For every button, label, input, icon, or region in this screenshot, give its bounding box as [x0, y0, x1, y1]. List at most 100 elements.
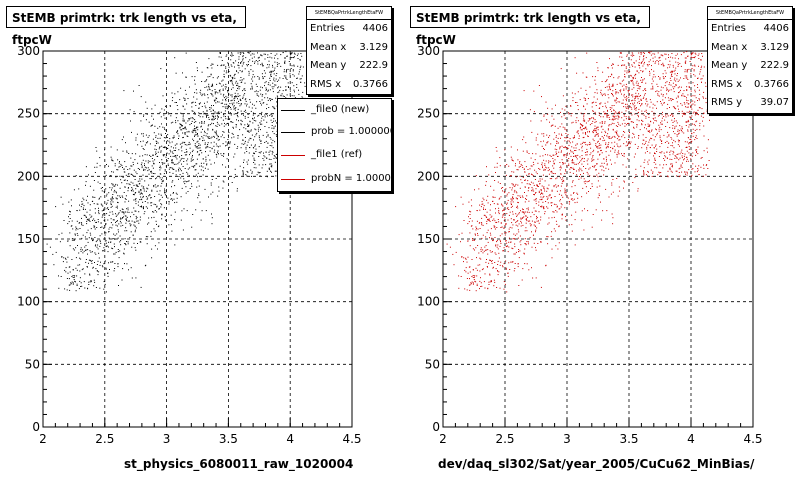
data-point — [707, 139, 709, 141]
data-point — [537, 144, 539, 146]
data-point — [207, 114, 209, 116]
data-point — [683, 95, 685, 97]
data-point — [591, 160, 593, 162]
data-point — [612, 63, 613, 65]
data-point — [173, 198, 175, 200]
data-point — [211, 223, 213, 225]
data-point — [96, 270, 98, 272]
data-point — [104, 149, 105, 151]
data-point — [543, 159, 545, 161]
data-point — [467, 240, 469, 242]
data-point — [559, 126, 561, 128]
data-point — [536, 184, 538, 186]
data-point — [601, 219, 603, 221]
data-point — [250, 69, 252, 71]
data-point — [470, 211, 472, 213]
data-point — [614, 162, 616, 164]
data-point — [239, 86, 241, 88]
data-point — [114, 165, 116, 167]
data-point — [532, 182, 534, 184]
data-point — [271, 150, 273, 152]
data-point — [605, 188, 607, 190]
data-point — [560, 203, 562, 205]
data-point — [184, 89, 186, 91]
data-point — [79, 277, 81, 279]
data-point — [449, 246, 451, 248]
data-point — [672, 150, 674, 152]
data-point — [675, 161, 677, 163]
data-point — [468, 266, 470, 268]
data-point — [278, 86, 280, 88]
data-point — [507, 219, 509, 221]
data-point — [627, 158, 629, 160]
data-point — [630, 121, 632, 123]
data-point — [600, 102, 602, 104]
data-point — [498, 198, 500, 200]
data-point — [222, 84, 224, 86]
data-point — [564, 154, 566, 156]
data-point — [180, 196, 182, 198]
data-point — [670, 75, 672, 77]
data-point — [227, 71, 229, 73]
data-point — [272, 106, 274, 108]
data-point — [545, 144, 547, 146]
data-point — [597, 133, 599, 135]
data-point — [548, 195, 550, 197]
data-point — [614, 99, 616, 101]
data-point — [186, 135, 188, 137]
data-point — [200, 149, 202, 151]
data-point — [180, 168, 181, 170]
data-point — [528, 269, 530, 271]
data-point — [663, 78, 665, 80]
data-point — [117, 249, 119, 250]
data-point — [630, 75, 632, 77]
data-point — [640, 105, 641, 107]
data-point — [688, 126, 690, 128]
data-point — [150, 235, 152, 237]
data-point — [264, 82, 266, 84]
data-point — [627, 144, 628, 146]
data-point — [107, 207, 109, 209]
data-point — [605, 167, 607, 169]
data-point — [581, 170, 583, 172]
data-point — [145, 101, 147, 103]
data-point — [612, 179, 614, 180]
data-point — [162, 180, 164, 182]
data-point — [225, 67, 227, 69]
data-point — [688, 152, 690, 154]
data-point — [132, 234, 134, 236]
data-point — [232, 104, 234, 106]
data-point — [515, 213, 517, 215]
data-point — [485, 249, 487, 251]
data-point — [479, 280, 481, 282]
data-point — [589, 119, 591, 121]
data-point — [538, 180, 540, 182]
data-point — [556, 223, 558, 225]
data-point — [624, 76, 626, 78]
data-point — [555, 186, 557, 188]
data-point — [200, 89, 202, 91]
data-point — [265, 164, 267, 166]
data-point — [196, 147, 198, 149]
data-point — [202, 158, 204, 160]
data-point — [463, 257, 465, 259]
data-point — [127, 190, 129, 192]
data-point — [242, 56, 244, 58]
data-point — [581, 129, 583, 131]
data-point — [554, 159, 556, 161]
data-point — [67, 223, 69, 225]
data-point — [685, 173, 686, 175]
data-point — [664, 53, 666, 55]
data-point — [91, 215, 93, 217]
data-point — [194, 134, 196, 136]
data-point — [540, 241, 542, 243]
data-point — [211, 93, 213, 95]
data-point — [132, 161, 134, 163]
data-point — [638, 72, 640, 74]
data-point — [565, 129, 567, 131]
data-point — [660, 101, 661, 102]
data-point — [252, 74, 254, 76]
data-point — [110, 241, 112, 243]
data-point — [208, 136, 210, 138]
data-point — [182, 141, 184, 143]
